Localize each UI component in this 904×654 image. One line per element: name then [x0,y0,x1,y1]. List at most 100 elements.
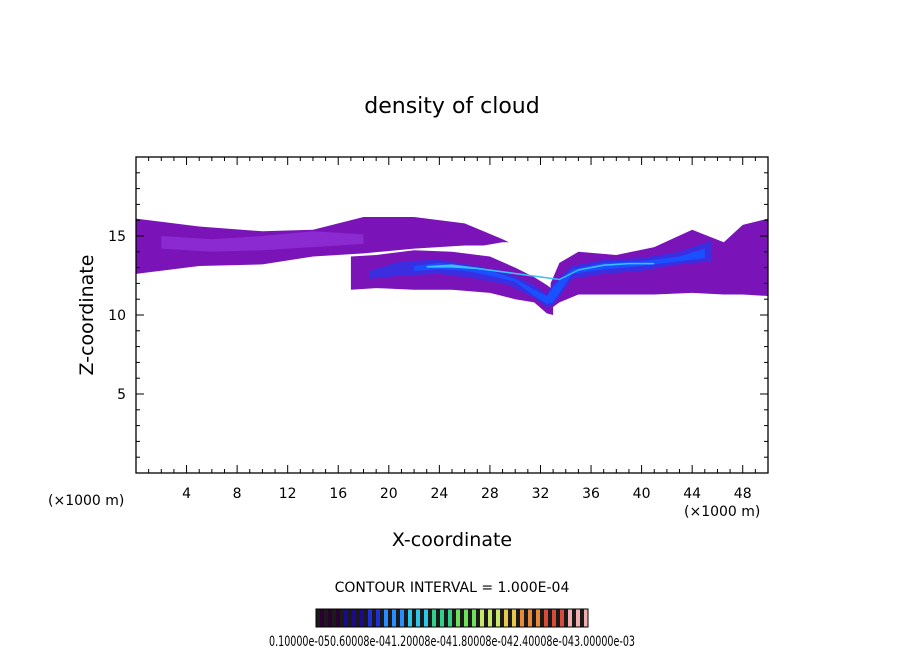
cloud-fill-layers [136,217,768,315]
colorbar-swatch [336,609,341,627]
colorbar-frame [315,608,589,628]
colorbar-swatch [492,609,497,627]
y-axis-ticks: 5 10 15 [108,172,768,458]
colorbar-swatch [512,609,517,627]
colorbar-swatch [436,609,441,627]
colorbar-swatch [356,609,361,627]
y-axis-label: Z-coordinate [76,255,98,376]
colorbar-swatch [552,609,557,627]
colorbar-swatch [316,609,321,627]
x-tick-label: 32 [532,486,550,502]
colorbar-swatch [504,609,509,627]
colorbar-swatch [420,609,425,627]
x-tick-label: 16 [329,486,347,502]
colorbar-swatch [352,609,357,627]
colorbar-swatch [584,609,589,627]
colorbar-swatch [348,609,353,627]
colorbar-swatch [468,609,473,627]
contour-interval-label: CONTOUR INTERVAL = 1.000E-04 [335,580,570,596]
colorbar-swatch [388,609,393,627]
colorbar-swatch [460,609,465,627]
colorbar-swatch [400,609,405,627]
x-tick-label: 20 [380,486,398,502]
colorbar-swatch [364,609,369,627]
x-unit-label-right: (×1000 m) [684,504,760,520]
colorbar-swatch [380,609,385,627]
colorbar-labels: 0.10000e-050.60008e-041.20008e-041.80008… [269,634,635,650]
colorbar-swatch [572,609,577,627]
cloud-layer-band-strong [414,248,705,304]
colorbar-swatch [428,609,433,627]
colorbar-swatch [432,609,437,627]
colorbar-swatch [376,609,381,627]
colorbar-swatch [508,609,513,627]
x-unit-label-left: (×1000 m) [48,493,124,509]
y-tick-label: 5 [117,387,126,403]
x-axis-label: X-coordinate [392,529,512,551]
colorbar-swatch [532,609,537,627]
colorbar-swatch [332,609,337,627]
y-tick-label: 10 [108,308,126,324]
colorbar-swatch [444,609,449,627]
colorbar-swatch [360,609,365,627]
colorbar-swatch [412,609,417,627]
cloud-layer-upper-band-light [161,231,364,252]
colorbar-swatch [516,609,521,627]
colorbar-swatch [448,609,453,627]
colorbar-swatch [556,609,561,627]
colorbar-swatch [328,609,333,627]
colorbar-swatch [560,609,565,627]
colorbar-swatch [520,609,525,627]
colorbar-swatch [472,609,477,627]
x-tick-label: 36 [582,486,600,502]
colorbar-swatch [548,609,553,627]
plot-frame [135,156,769,474]
colorbar-swatch [476,609,481,627]
colorbar-swatch [404,609,409,627]
colorbar-swatch [416,609,421,627]
x-tick-label: 28 [481,486,499,502]
colorbar-swatch [452,609,457,627]
colorbar-swatch [564,609,569,627]
colorbar-swatch [480,609,485,627]
y-tick-label: 15 [108,229,126,245]
x-tick-label: 44 [683,486,701,502]
x-tick-label: 4 [182,486,191,502]
colorbar-swatch [580,609,585,627]
colorbar-swatch [536,609,541,627]
colorbar-swatch [392,609,397,627]
colorbar-swatch [324,609,329,627]
x-tick-label: 40 [633,486,651,502]
colorbar-swatch [408,609,413,627]
colorbar-swatch [540,609,545,627]
colorbar-swatch [484,609,489,627]
colorbar-swatch [488,609,493,627]
chart-title: density of cloud [364,94,539,119]
colorbar-swatch [368,609,373,627]
colorbar-swatch [344,609,349,627]
colorbar-swatch [568,609,573,627]
colorbar-swatch [456,609,461,627]
colorbar-swatch [544,609,549,627]
colorbar-swatch [384,609,389,627]
colorbar-swatch [440,609,445,627]
colorbar-swatch [496,609,501,627]
x-tick-label: 24 [430,486,448,502]
x-tick-label: 48 [734,486,752,502]
colorbar-swatch [464,609,469,627]
colorbar-swatch [320,609,325,627]
colorbar-swatch [396,609,401,627]
colorbar-swatch [576,609,581,627]
colorbar-swatch [340,609,345,627]
colorbar [316,609,589,627]
colorbar-swatch [372,609,377,627]
colorbar-swatch [500,609,505,627]
x-tick-label: 12 [279,486,297,502]
colorbar-swatch [424,609,429,627]
colorbar-swatch [524,609,529,627]
x-tick-label: 8 [233,486,242,502]
colorbar-swatch [528,609,533,627]
x-axis-ticks: 4 8 12 16 20 24 28 32 36 40 44 48 [148,157,756,502]
cloud-layer-band-core [426,262,655,281]
